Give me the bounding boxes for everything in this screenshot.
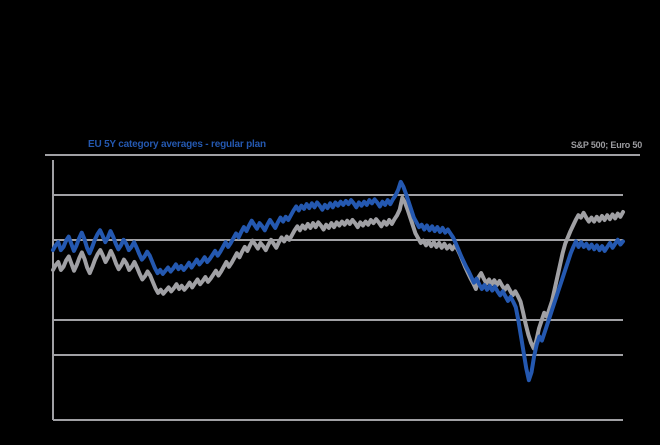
series-line-benchmark [51,195,625,351]
gridlines [45,154,640,421]
series-title: EU 5Y category averages - regular plan [88,139,266,150]
right-legend-label: S&P 500; Euro 50 [570,140,642,150]
chart-header: EU 5Y category averages - regular plan S… [0,138,660,154]
series-line-primary [51,179,625,383]
